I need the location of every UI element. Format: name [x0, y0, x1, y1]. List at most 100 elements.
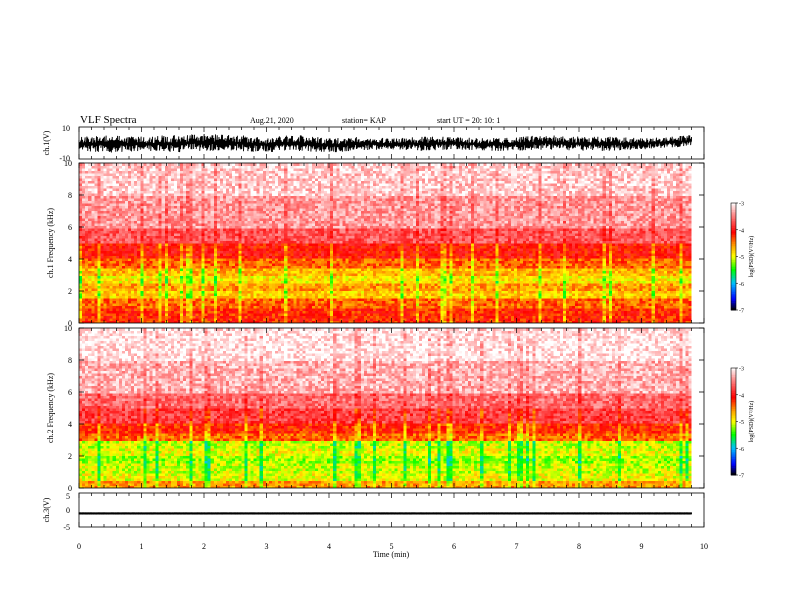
- ch3-ytick-bottom: -5: [63, 523, 70, 532]
- colorbar-cell: [731, 382, 736, 385]
- colorbar-cell: [731, 304, 736, 307]
- colorbar-cell: [731, 430, 736, 433]
- ch3-waveform-trace: [78, 512, 692, 515]
- colorbar-cell: [731, 391, 736, 394]
- ch2-spectrogram-ytick-label: 0: [68, 484, 72, 493]
- colorbar-cell: [731, 419, 736, 422]
- colorbar-cell: [731, 227, 736, 231]
- colorbar-cell: [731, 233, 736, 236]
- colorbar-cell: [731, 211, 736, 214]
- colorbar-cell: [731, 288, 736, 291]
- colorbar-cell: [731, 428, 736, 431]
- ch2-spectrogram-ylabel: ch.2 Frequency (kHz): [46, 373, 55, 443]
- colorbar-tick-label: -4: [739, 393, 744, 399]
- colorbar-cell: [731, 458, 736, 462]
- x-tick-label: 5: [390, 542, 394, 551]
- ch3-waveform-ylabel: ch.3(V): [42, 497, 51, 522]
- colorbar-cell: [731, 444, 736, 447]
- colorbar-cell: [731, 414, 736, 417]
- colorbar-cell: [731, 433, 736, 437]
- colorbar-cell: [731, 466, 736, 469]
- colorbar-cell: [731, 423, 736, 426]
- colorbar-cell: [731, 206, 736, 209]
- colorbar-cell: [731, 467, 736, 470]
- colorbar-cell: [731, 451, 736, 454]
- colorbar-cell: [731, 389, 736, 392]
- colorbar-cell: [731, 224, 736, 227]
- x-tick-label: 10: [700, 542, 708, 551]
- colorbar-cell: [731, 473, 736, 476]
- colorbar-cell: [731, 229, 736, 232]
- colorbar-cell: [731, 425, 736, 428]
- colorbar-cell: [731, 407, 736, 410]
- colorbar-cell: [731, 469, 736, 472]
- colorbar-cell: [731, 249, 736, 252]
- colorbar-cell: [731, 308, 736, 311]
- colorbar-cell: [731, 215, 736, 218]
- colorbar-cell: [731, 301, 736, 304]
- colorbar-cell: [731, 387, 736, 390]
- ch1-spectrogram-ytick-label: 4: [68, 255, 72, 264]
- colorbar-cell: [731, 464, 736, 467]
- time-axis-label: Time (min): [373, 550, 410, 559]
- colorbar-cell: [731, 441, 736, 444]
- colorbar-cell: [731, 439, 736, 442]
- colorbar-cell: [731, 426, 736, 429]
- colorbar-cell: [731, 245, 736, 248]
- colorbar-cell: [731, 421, 736, 424]
- ch2-spectrogram-ytick-label: 4: [68, 420, 72, 429]
- colorbar-cell: [731, 219, 736, 222]
- colorbar-tick-label: -3: [739, 202, 744, 208]
- colorbar-cell: [731, 457, 736, 460]
- ch1-spectrogram-ytick-label: 8: [68, 191, 72, 200]
- colorbar-cell: [731, 286, 736, 289]
- colorbar-cell: [731, 417, 736, 421]
- colorbar-cell: [731, 450, 736, 453]
- colorbar-cell: [731, 384, 736, 387]
- ch2-spectrogram-ytick-label: 2: [68, 452, 72, 461]
- colorbar-cell: [731, 251, 736, 254]
- colorbar-cell: [731, 378, 736, 381]
- colorbar-cell: [731, 403, 736, 406]
- ch1-spectrogram-ytick-label: 2: [68, 287, 72, 296]
- colorbar-cell: [731, 432, 736, 435]
- colorbar-cell: [731, 453, 736, 456]
- colorbar-cell: [731, 455, 736, 458]
- ch1-waveform-trace: [78, 133, 692, 153]
- colorbar-cell: [731, 295, 736, 298]
- start-time-label: start UT = 20: 10: 1: [437, 116, 500, 125]
- colorbar-cell: [731, 235, 736, 238]
- colorbar-cell: [731, 373, 736, 376]
- colorbar-cell: [731, 371, 736, 374]
- colorbar-cell: [731, 222, 736, 225]
- colorbar-cell: [731, 244, 736, 247]
- colorbar-cell: [731, 220, 736, 223]
- ch1-spectrogram-image: [79, 163, 704, 323]
- colorbar-cell: [731, 210, 736, 213]
- ch1-spectrogram-ytick-label: 0: [68, 319, 72, 328]
- colorbar-cell: [731, 375, 736, 378]
- colorbar-cell: [731, 401, 736, 404]
- colorbar-tick-label: -3: [739, 367, 744, 373]
- colorbar-cell: [731, 242, 736, 245]
- colorbar-cell: [731, 261, 736, 264]
- colorbar-tick-label: -7: [739, 474, 744, 480]
- colorbar-cell: [731, 448, 736, 451]
- colorbar-ch2: -3 -4 -5 -6 -7 log(PSD)(V²/Hz): [730, 367, 755, 480]
- colorbar-cell: [731, 267, 736, 270]
- colorbar-cell: [731, 290, 736, 293]
- colorbar-label: log(PSD)(V²/Hz): [748, 401, 755, 442]
- x-tick-label: 2: [202, 542, 206, 551]
- colorbar-cell: [731, 376, 736, 379]
- colorbar-cell: [731, 410, 736, 413]
- colorbar-cell: [731, 437, 736, 440]
- colorbar-cell: [731, 217, 736, 220]
- ch1-waveform-line: [78, 133, 692, 153]
- x-tick-label: 6: [452, 542, 456, 551]
- ch1-ytick-top: 10: [62, 124, 70, 133]
- colorbar-cell: [731, 293, 736, 297]
- x-tick-label: 1: [140, 542, 144, 551]
- colorbar-ch1: -3 -4 -5 -6 -7 log(PSD)(V²/Hz): [730, 202, 755, 315]
- colorbar-cell: [731, 252, 736, 256]
